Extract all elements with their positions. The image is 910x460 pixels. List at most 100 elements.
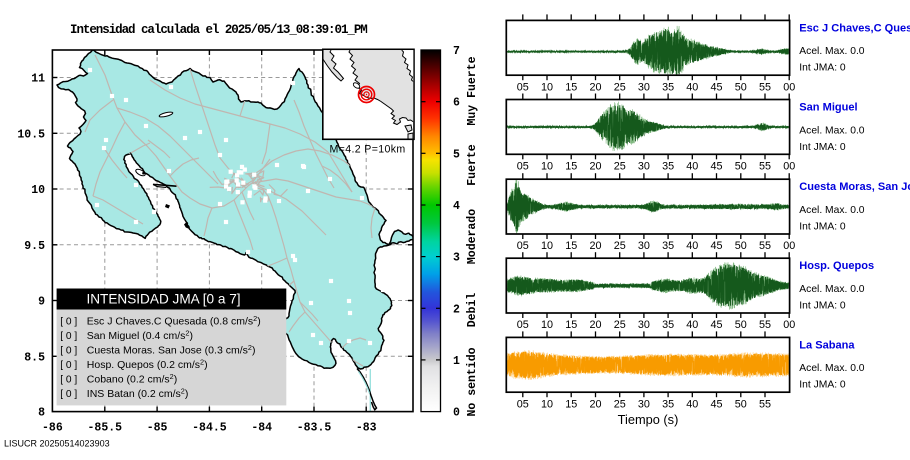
svg-text:40: 40 (686, 398, 698, 410)
svg-text:10: 10 (541, 319, 553, 331)
svg-text:Cuesta Moras. San Jose (0.3 cm: Cuesta Moras. San Jose (0.3 cm/s2) (87, 343, 256, 357)
svg-text:La Sabana: La Sabana (799, 339, 855, 351)
svg-text:San Miguel: San Miguel (799, 102, 857, 114)
svg-text:30: 30 (638, 240, 650, 252)
svg-text:20: 20 (589, 398, 601, 410)
svg-text:-84: -84 (251, 422, 272, 435)
svg-text:20: 20 (589, 319, 601, 331)
svg-text:10: 10 (541, 398, 553, 410)
svg-text:8: 8 (38, 407, 45, 420)
svg-text:Int JMA: 0: Int JMA: 0 (799, 142, 846, 153)
svg-text:1: 1 (453, 355, 460, 368)
svg-text:10: 10 (541, 161, 553, 173)
svg-text:15: 15 (565, 240, 577, 252)
svg-text:45: 45 (710, 398, 722, 410)
svg-text:10: 10 (541, 240, 553, 252)
svg-text:[ 0 ]: [ 0 ] (60, 331, 77, 342)
svg-text:Hosp. Quepos (0.2 cm/s2): Hosp. Quepos (0.2 cm/s2) (87, 357, 208, 371)
svg-text:00: 00 (783, 81, 795, 93)
svg-text:Acel. Max. 0.0: Acel. Max. 0.0 (799, 284, 865, 295)
svg-text:Acel. Max. 0.0: Acel. Max. 0.0 (799, 205, 865, 216)
svg-text:INTENSIDAD JMA [0 a 7]: INTENSIDAD JMA [0 a 7] (86, 292, 240, 307)
svg-text:[ 0 ]: [ 0 ] (60, 345, 77, 356)
svg-text:35: 35 (662, 398, 674, 410)
svg-text:15: 15 (565, 398, 577, 410)
svg-text:Int JMA: 0: Int JMA: 0 (799, 301, 846, 312)
svg-text:Acel. Max. 0.0: Acel. Max. 0.0 (799, 363, 865, 374)
svg-text:15: 15 (565, 161, 577, 173)
svg-text:Esc J Chaves.C Quesada (0.8 cm: Esc J Chaves.C Quesada (0.8 cm/s2) (87, 314, 261, 328)
svg-text:05: 05 (517, 161, 529, 173)
svg-text:Intensidad calculada el 2025/0: Intensidad calculada el 2025/05/13_08:39… (70, 23, 367, 37)
svg-text:50: 50 (735, 81, 747, 93)
svg-text:3: 3 (453, 252, 460, 265)
svg-text:11: 11 (31, 73, 45, 86)
svg-text:25: 25 (614, 81, 626, 93)
svg-text:50: 50 (735, 319, 747, 331)
svg-text:45: 45 (710, 161, 722, 173)
svg-text:20: 20 (589, 161, 601, 173)
svg-text:45: 45 (710, 240, 722, 252)
svg-text:Int JMA: 0: Int JMA: 0 (799, 222, 846, 233)
svg-text:9: 9 (38, 296, 45, 309)
svg-text:40: 40 (686, 240, 698, 252)
svg-text:30: 30 (638, 319, 650, 331)
svg-text:30: 30 (638, 161, 650, 173)
svg-text:55: 55 (759, 240, 771, 252)
svg-text:-85.5: -85.5 (88, 422, 123, 435)
svg-text:Fuerte: Fuerte (466, 144, 479, 186)
svg-text:30: 30 (638, 81, 650, 93)
svg-text:00: 00 (783, 161, 795, 173)
svg-text:9.5: 9.5 (24, 240, 45, 253)
svg-text:55: 55 (759, 161, 771, 173)
svg-text:7: 7 (453, 45, 460, 58)
svg-text:Hosp. Quepos: Hosp. Quepos (799, 260, 874, 272)
svg-text:25: 25 (614, 161, 626, 173)
svg-text:Tiempo (s): Tiempo (s) (618, 412, 679, 427)
svg-text:-84.5: -84.5 (192, 422, 227, 435)
svg-text:Esc J Chaves,C Quesada: Esc J Chaves,C Quesada (799, 22, 910, 34)
svg-text:[ 0 ]: [ 0 ] (60, 360, 77, 371)
svg-text:5: 5 (453, 148, 460, 161)
svg-text:50: 50 (735, 398, 747, 410)
svg-text:-83: -83 (356, 422, 377, 435)
svg-text:00: 00 (783, 319, 795, 331)
svg-text:25: 25 (614, 319, 626, 331)
svg-text:-83.5: -83.5 (297, 422, 332, 435)
svg-text:San Miguel (0.4 cm/s2): San Miguel (0.4 cm/s2) (87, 328, 193, 342)
svg-text:Cuesta Moras, San Jose: Cuesta Moras, San Jose (799, 181, 910, 193)
svg-text:25: 25 (614, 240, 626, 252)
svg-text:35: 35 (662, 81, 674, 93)
svg-text:40: 40 (686, 81, 698, 93)
svg-text:0: 0 (453, 407, 460, 420)
svg-text:05: 05 (517, 81, 529, 93)
svg-text:30: 30 (638, 398, 650, 410)
svg-text:05: 05 (517, 319, 529, 331)
svg-text:50: 50 (735, 161, 747, 173)
svg-text:10: 10 (541, 81, 553, 93)
svg-text:40: 40 (686, 319, 698, 331)
svg-text:55: 55 (759, 319, 771, 331)
svg-text:35: 35 (662, 319, 674, 331)
svg-text:8.5: 8.5 (24, 351, 45, 364)
svg-text:05: 05 (517, 398, 529, 410)
svg-text:No sentido: No sentido (466, 347, 479, 416)
svg-text:Int JMA: 0: Int JMA: 0 (799, 380, 846, 391)
svg-text:15: 15 (565, 81, 577, 93)
svg-text:55: 55 (759, 398, 771, 410)
svg-text:[ 0 ]: [ 0 ] (60, 374, 77, 385)
svg-text:00: 00 (783, 240, 795, 252)
svg-text:10.5: 10.5 (17, 128, 45, 141)
svg-text:Cobano (0.2 cm/s2): Cobano (0.2 cm/s2) (87, 372, 177, 386)
svg-text:-85: -85 (147, 422, 168, 435)
svg-text:Debil: Debil (466, 293, 479, 328)
svg-text:4: 4 (453, 200, 460, 213)
svg-text:Int JMA: 0: Int JMA: 0 (799, 63, 846, 74)
svg-text:40: 40 (686, 161, 698, 173)
svg-text:[ 0 ]: [ 0 ] (60, 316, 77, 327)
svg-text:LISUCR 20250514023903: LISUCR 20250514023903 (4, 439, 110, 449)
svg-text:10: 10 (31, 184, 45, 197)
svg-text:45: 45 (710, 319, 722, 331)
svg-text:M=4.2 P=10km: M=4.2 P=10km (330, 143, 406, 155)
svg-text:35: 35 (662, 161, 674, 173)
